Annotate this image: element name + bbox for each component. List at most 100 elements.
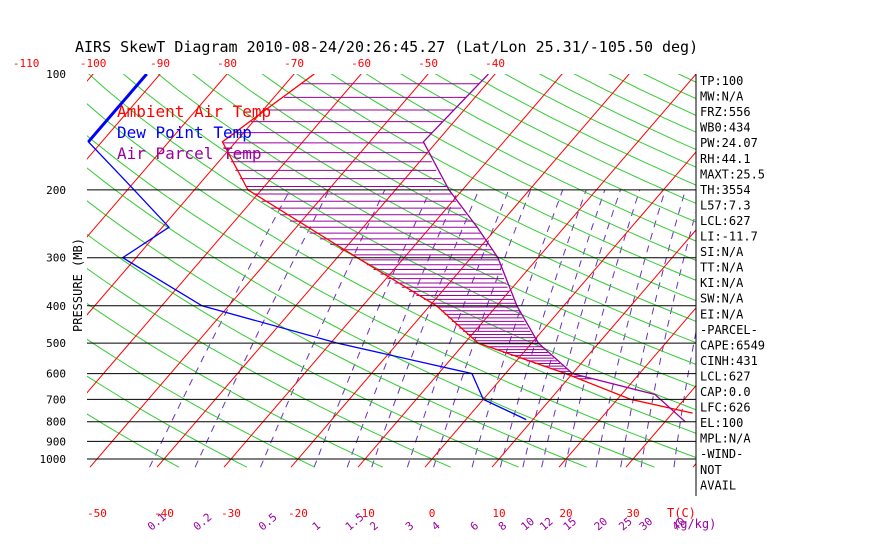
- legend: Ambient Air Temp Dew Point Temp Air Parc…: [117, 102, 271, 163]
- top-temp-tick-label: -50: [418, 57, 438, 70]
- dry-adiabat: [434, 74, 696, 204]
- isotherm-line: [0, 56, 41, 467]
- mixing-ratio-line: [260, 189, 386, 468]
- pressure-tick-label: 500: [46, 337, 66, 350]
- mixing-ratio-tick-label: 0.2: [191, 511, 215, 534]
- legend-ambient-temp: Ambient Air Temp: [117, 102, 271, 121]
- pressure-tick-label: 200: [46, 184, 66, 197]
- index-item: MPL:N/A: [700, 432, 751, 446]
- pressure-tick-label: 600: [46, 368, 66, 381]
- pressure-tick-label: 100: [46, 68, 66, 81]
- mixing-ratio-tick-label: 1: [310, 519, 323, 533]
- isotherm-line: [223, 74, 563, 468]
- dry-adiabat: [261, 74, 696, 302]
- mixing-ratio-line: [313, 189, 431, 468]
- index-item: CINH:431: [700, 354, 758, 368]
- dry-adiabat: [504, 74, 696, 168]
- top-temp-tick-label: -40: [485, 57, 505, 70]
- mixing-ratio-line: [406, 189, 510, 468]
- isotherm-line: [357, 74, 696, 468]
- bottom-temp-tick-label: -50: [87, 507, 107, 520]
- chart-title: AIRS SkewT Diagram 2010-08-24/20:26:45.2…: [75, 38, 698, 56]
- bottom-temp-tick-label: -20: [288, 507, 308, 520]
- series-line-1: [87, 74, 527, 421]
- pressure-tick-label: 900: [46, 435, 66, 448]
- pressure-tick-label: 1000: [40, 453, 67, 466]
- index-item: WB0:434: [700, 121, 751, 135]
- index-item: RH:44.1: [700, 152, 751, 166]
- dry-adiabat: [677, 74, 696, 83]
- isotherm-line: [424, 151, 696, 468]
- bottom-temp-tick-label: -10: [355, 507, 375, 520]
- isotherm-line: [89, 74, 429, 468]
- isotherm-line: [87, 74, 362, 394]
- pressure-tick-labels: 100 200 300 400 500 600 700 800 900 1000: [40, 68, 67, 466]
- index-item: TH:3554: [700, 183, 751, 197]
- dry-adiabat: [87, 302, 384, 468]
- mixing-ratio-tick-label: 12: [537, 515, 556, 533]
- legend-parcel-temp: Air Parcel Temp: [117, 144, 262, 163]
- mixing-ratio-tick-label: 20: [592, 515, 611, 533]
- dry-adiabat: [87, 267, 451, 468]
- mixing-ratio-line: [149, 189, 291, 468]
- series-line-2: [422, 74, 686, 423]
- index-item: LI:-11.7: [700, 230, 758, 244]
- temperature-unit-label: T(C): [667, 506, 696, 520]
- pressure-tick-label: 700: [46, 393, 66, 406]
- isotherm-line: [87, 74, 295, 316]
- bottom-temp-tick-label: 0: [429, 507, 436, 520]
- mixing-ratio-tick-label: 6: [468, 519, 481, 533]
- mixing-ratio-tick-label: 0.5: [256, 511, 280, 534]
- mixing-ratio-tick-label: 4: [429, 519, 443, 533]
- top-temp-tick-label: -70: [284, 57, 304, 70]
- isotherm-line: [290, 74, 630, 468]
- isotherm-line: [558, 307, 696, 468]
- mixing-ratio-tick-label: 2: [367, 519, 380, 533]
- isotherm-line: [491, 229, 696, 468]
- mixing-ratio-line: [640, 209, 696, 468]
- y-axis-label: PRESSURE (MB): [71, 238, 85, 332]
- dew-point-upper-segment: [87, 74, 148, 143]
- isotherm-line: [827, 56, 870, 467]
- mixing-ratio-unit-label: (g/kg): [673, 517, 716, 531]
- mixing-ratio-lines: [149, 189, 696, 468]
- isobar-lines: [87, 74, 697, 496]
- index-item: SW:N/A: [700, 292, 744, 306]
- index-item: -WIND-: [700, 447, 743, 461]
- dry-adiabat: [87, 200, 587, 468]
- dry-adiabat: [296, 74, 696, 281]
- index-item: EL:100: [700, 416, 743, 430]
- mixing-ratio-tick-label: 10: [518, 515, 537, 533]
- mixing-ratio-tick-label: 8: [496, 519, 509, 533]
- mixing-ratio-line: [471, 189, 564, 468]
- pressure-tick-label: 300: [46, 252, 66, 265]
- index-item: TP:100: [700, 74, 743, 88]
- isotherm-line: [760, 56, 870, 467]
- dry-adiabat: [87, 103, 696, 434]
- dry-adiabat: [87, 233, 519, 468]
- legend-dew-point: Dew Point Temp: [117, 123, 252, 142]
- dry-adiabat: [469, 74, 696, 186]
- dry-adiabat: [87, 375, 248, 468]
- top-temp-tick-label: -60: [351, 57, 371, 70]
- mixing-ratio-tick-label: 3: [403, 519, 416, 533]
- bottom-temp-tick-label: 10: [492, 507, 505, 520]
- mixing-ratio-line: [371, 189, 480, 468]
- pressure-tick-label: 800: [46, 416, 66, 429]
- top-temp-tick-label: -100: [80, 57, 107, 70]
- dry-adiabat: [742, 56, 870, 467]
- mixing-ratio-line: [346, 189, 459, 468]
- index-item: NOT: [700, 463, 722, 477]
- index-item: PW:24.07: [700, 136, 758, 150]
- bottom-temp-tick-label: -40: [154, 507, 174, 520]
- index-item: EI:N/A: [700, 307, 744, 321]
- bottom-temp-tick-label: 20: [559, 507, 572, 520]
- isotherm-line: [87, 74, 228, 238]
- dry-adiabat: [330, 74, 696, 261]
- top-temperature-ticks: -120-110-100-90-80-70-60-50-40: [13, 57, 505, 70]
- mixing-ratio-line: [194, 189, 330, 468]
- top-temp-tick-label: -90: [150, 57, 170, 70]
- dry-adiabat: [365, 74, 696, 242]
- dry-adiabat: [87, 413, 180, 468]
